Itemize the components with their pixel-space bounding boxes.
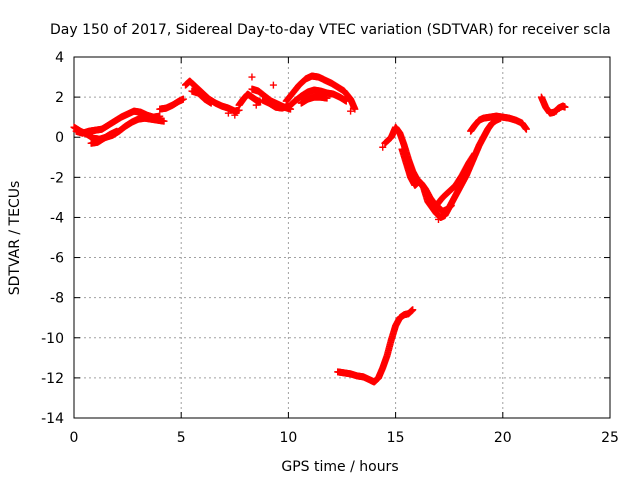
- y-tick-label: -14: [41, 411, 64, 427]
- data-point: [160, 117, 168, 125]
- x-axis-label: GPS time / hours: [281, 459, 398, 475]
- grid-lines: [74, 57, 610, 418]
- x-tick-label: 20: [494, 430, 512, 446]
- x-tick-label: 25: [601, 430, 619, 446]
- y-tick-labels: 4 2 0 -2 -4 -6 -8 -10 -12 -14: [41, 50, 64, 427]
- x-tick-label: 10: [279, 430, 297, 446]
- data-point: [179, 95, 187, 103]
- data-point: [434, 215, 442, 223]
- data-point: [561, 103, 569, 111]
- y-axis-label: SDTVAR / TECUs: [7, 181, 23, 296]
- data-point: [351, 105, 359, 113]
- data-point: [409, 306, 417, 314]
- data-point: [347, 107, 355, 115]
- data-point: [207, 99, 215, 107]
- data-point: [224, 109, 232, 117]
- data-point: [552, 107, 560, 115]
- y-tick-label: 2: [55, 90, 64, 106]
- data-point: [323, 94, 331, 102]
- y-tick-label: 4: [55, 50, 64, 66]
- data-point: [113, 127, 121, 135]
- chart-title: Day 150 of 2017, Sidereal Day-to-day VTE…: [50, 22, 611, 38]
- data-point: [471, 149, 479, 157]
- plot-frame: [73, 56, 611, 419]
- y-tick-label: 0: [55, 130, 64, 146]
- y-tick-label: -2: [50, 170, 64, 186]
- data-point: [248, 73, 256, 81]
- data-point: [379, 143, 387, 151]
- data-point: [231, 111, 239, 119]
- y-tick-label: -10: [41, 331, 64, 347]
- data-marks: [70, 72, 569, 386]
- x-tick-label: 0: [70, 430, 79, 446]
- y-tick-label: -6: [50, 251, 64, 267]
- data-point: [269, 81, 277, 89]
- y-tick-label: -8: [50, 291, 64, 307]
- data-point: [252, 101, 260, 109]
- y-tick-label: -4: [50, 210, 64, 226]
- x-tick-label: 5: [177, 430, 186, 446]
- axis-ticks: [73, 56, 611, 419]
- x-tick-labels: 0 5 10 15 20 25: [70, 430, 619, 446]
- data-point: [156, 112, 164, 120]
- data-point: [522, 125, 530, 133]
- data-point: [342, 97, 350, 105]
- y-tick-label: -12: [41, 371, 64, 387]
- x-tick-label: 15: [387, 430, 405, 446]
